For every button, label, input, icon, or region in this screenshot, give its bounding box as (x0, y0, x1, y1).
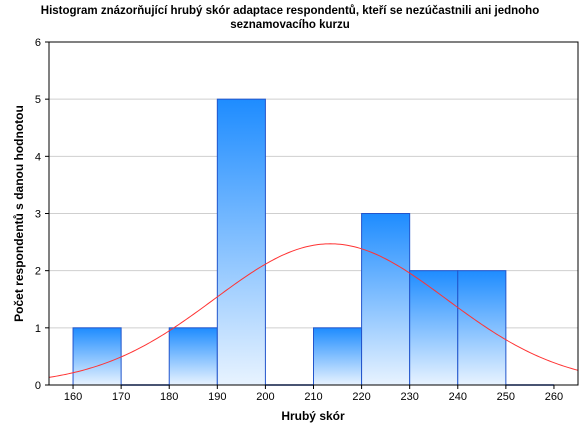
x-tick-label: 160 (64, 391, 82, 403)
y-tick-label: 0 (35, 380, 41, 392)
x-tick-label: 200 (256, 391, 274, 403)
y-ticks: 0 1 2 3 4 5 6 (35, 37, 49, 392)
x-tick-label: 210 (304, 391, 322, 403)
histogram-bar (72, 327, 122, 386)
y-axis-label: Počet respondentů s danou hodnotou (12, 105, 26, 322)
histogram-bar (313, 327, 363, 386)
histogram-bar (216, 98, 266, 386)
x-tick-label: 170 (112, 391, 130, 403)
chart-title: Histogram znázorňující hrubý skór adapta… (0, 4, 580, 32)
y-tick-label: 4 (35, 151, 41, 163)
x-axis-label: Hrubý skór (281, 409, 345, 423)
x-tick-label: 230 (401, 391, 419, 403)
x-tick-label: 250 (497, 391, 515, 403)
x-tick-label: 240 (449, 391, 467, 403)
y-tick-label: 5 (35, 94, 41, 106)
histogram-bars (72, 98, 554, 386)
x-tick-label: 180 (160, 391, 178, 403)
histogram-bar (168, 327, 218, 386)
x-tick-label: 220 (352, 391, 370, 403)
normal-curve-layer (48, 243, 579, 378)
x-tick-label: 190 (208, 391, 226, 403)
chart-title-line-1: Histogram znázorňující hrubý skór adapta… (40, 5, 540, 17)
y-tick-label: 3 (35, 209, 41, 221)
histogram-bar (409, 270, 459, 386)
y-tick-label: 1 (35, 323, 41, 335)
y-tick-label: 2 (35, 266, 41, 278)
x-tick-label: 260 (545, 391, 563, 403)
histogram-bar (361, 213, 411, 386)
x-ticks: 160 170 180 190 200 210 220 230 240 250 260 (64, 385, 563, 403)
normal-curve (48, 243, 579, 378)
chart-title-line-2: seznamovacího kurzu (230, 19, 350, 31)
histogram-bar (457, 270, 507, 386)
y-tick-label: 6 (35, 37, 41, 49)
